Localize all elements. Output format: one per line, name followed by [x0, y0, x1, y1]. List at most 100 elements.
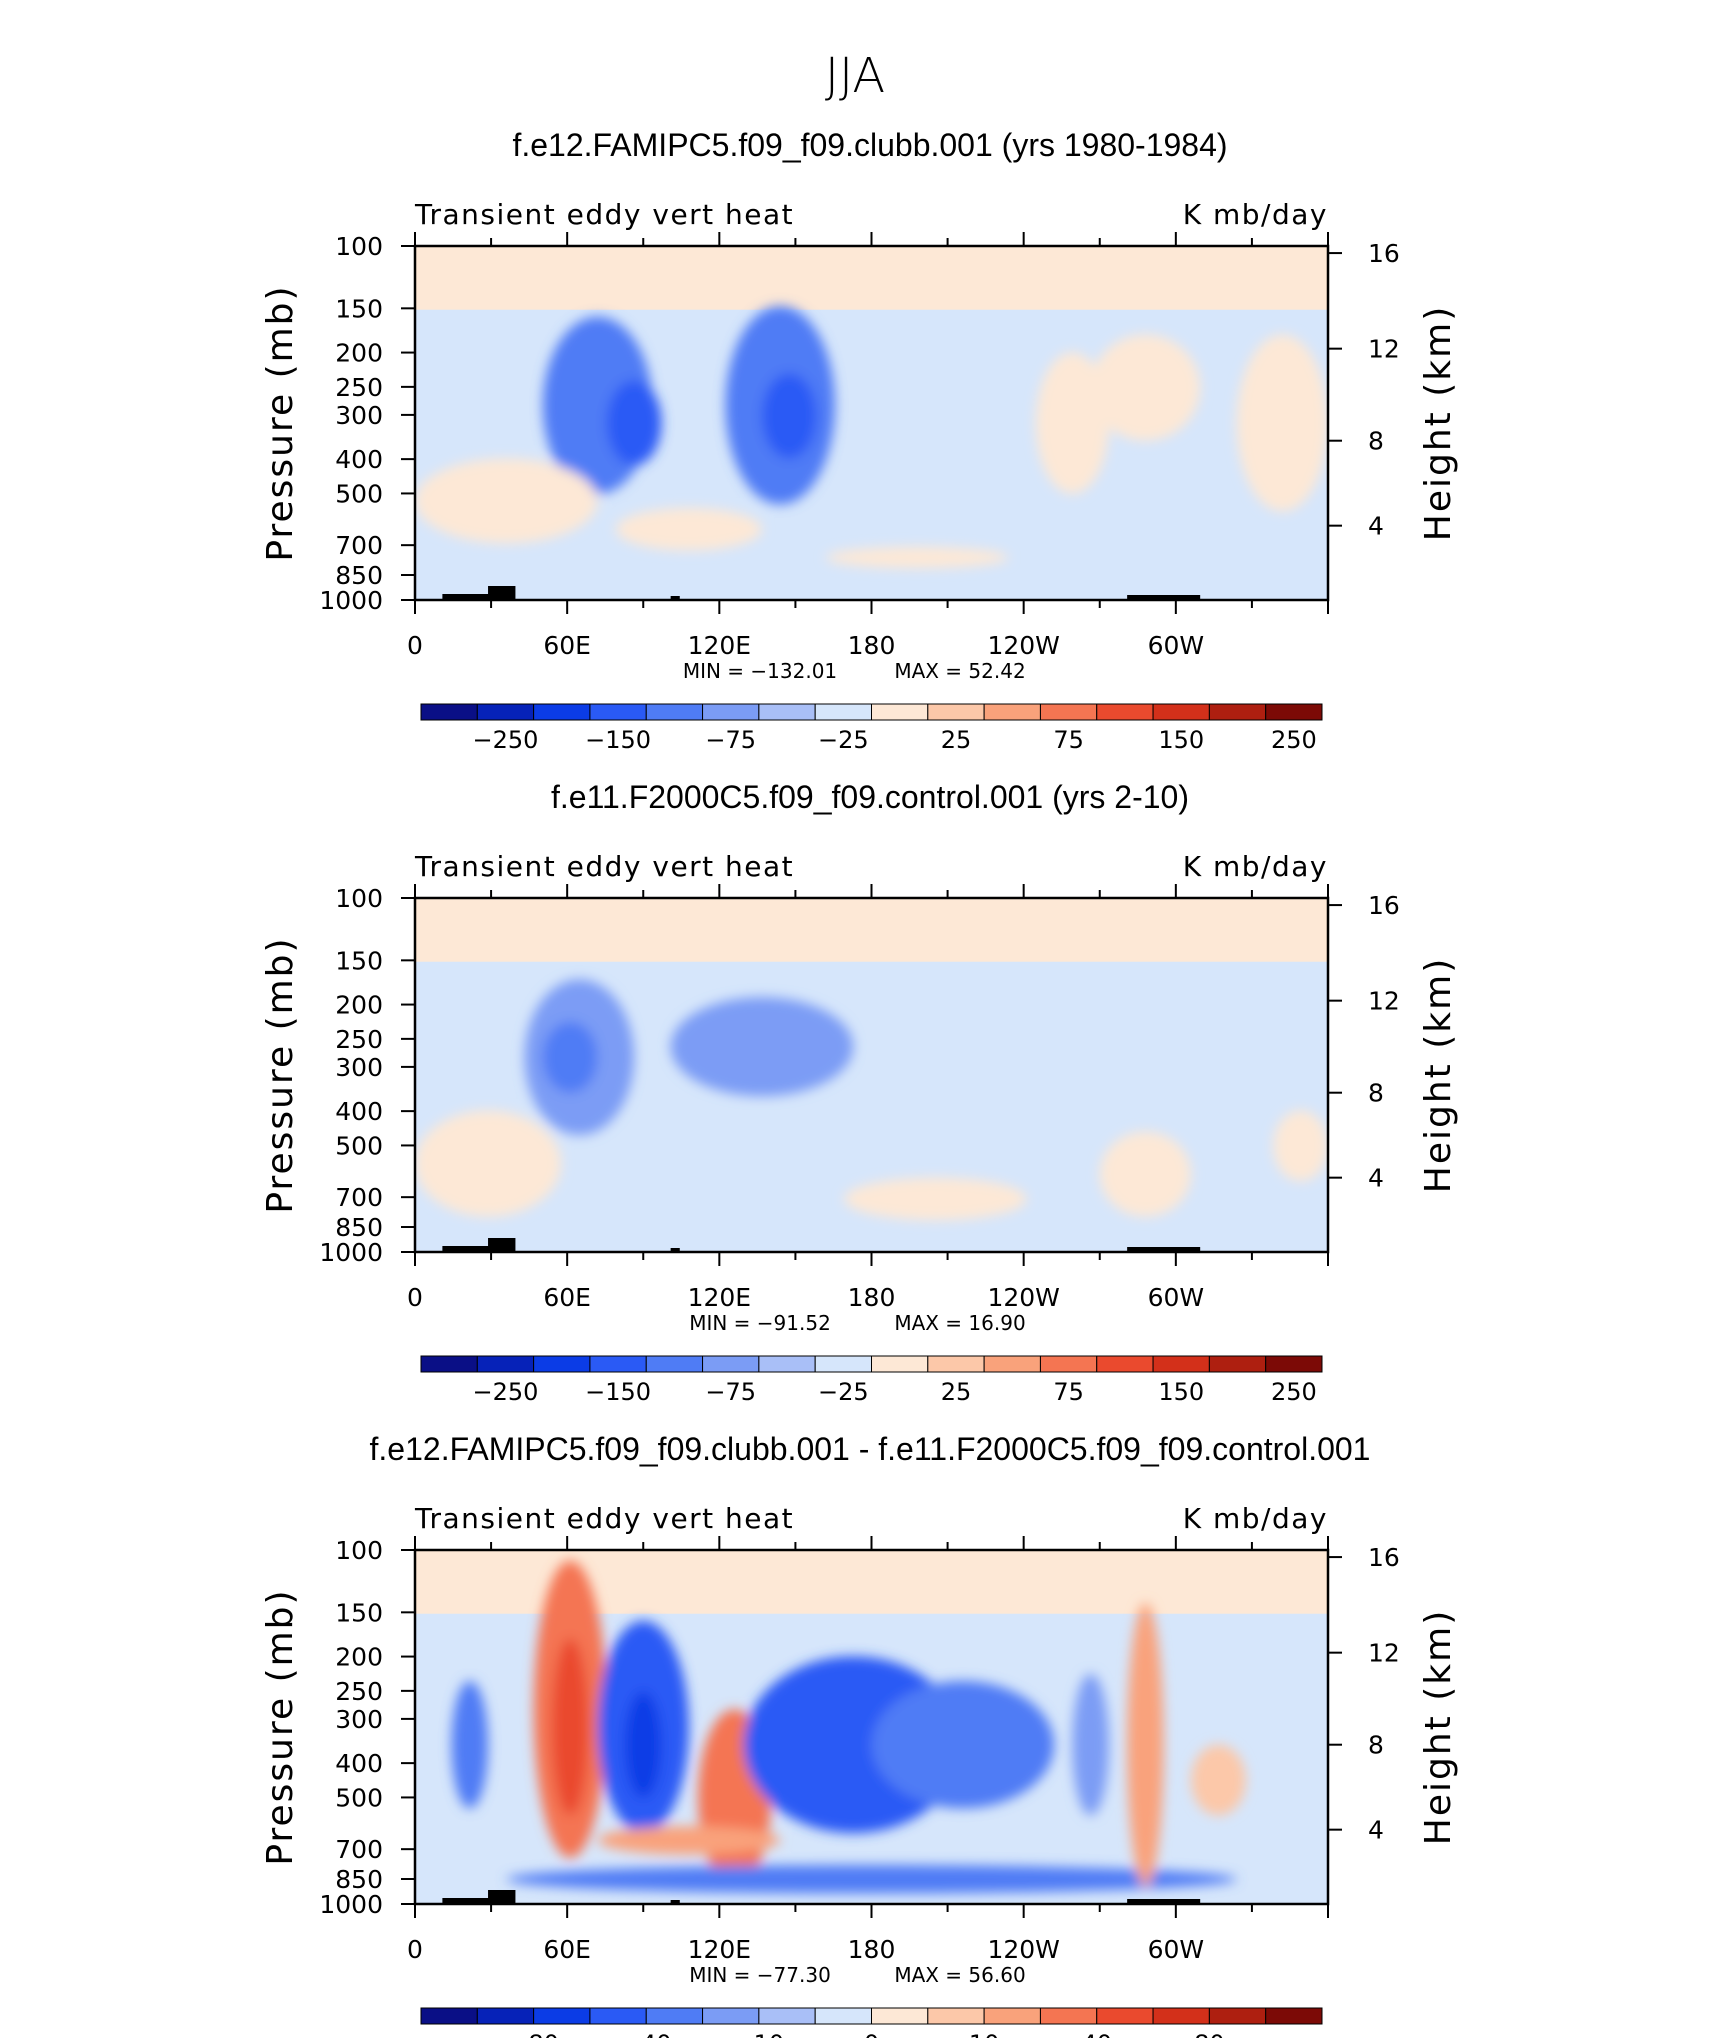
y-axis-label: Pressure (mb)	[260, 936, 301, 1213]
y-tick-label-right: 12	[1368, 1639, 1400, 1668]
contour-field	[415, 1550, 1328, 1904]
y-tick-label-right: 4	[1368, 1164, 1384, 1193]
colorbar-swatch	[927, 1355, 985, 1373]
topography-block	[442, 1246, 507, 1252]
colorbar-swatch	[645, 1355, 704, 1373]
colorbar-swatch	[1208, 1355, 1267, 1373]
field-region	[1099, 1131, 1192, 1217]
field-region	[615, 507, 762, 551]
field-region	[1035, 352, 1109, 494]
topography-block	[442, 594, 507, 600]
colorbar-swatch	[702, 1355, 760, 1373]
colorbar-swatch	[983, 2007, 1041, 2025]
contour-field	[415, 898, 1328, 1252]
units-label: K mb/day	[1183, 198, 1328, 231]
colorbar-swatch	[589, 2007, 647, 2025]
y-tick-label: 250	[335, 373, 383, 402]
y-tick-label-right: 8	[1368, 427, 1384, 456]
field-region	[606, 380, 662, 466]
field-region	[825, 546, 1009, 569]
colorbar-swatch	[871, 2007, 929, 2025]
colorbar-tick-label: −25	[818, 1378, 869, 1406]
colorbar-swatch	[983, 1355, 1041, 1373]
colorbar-tick-label: −75	[705, 1378, 756, 1406]
field-region	[506, 1865, 1237, 1894]
max-label: MAX = 16.90	[894, 1311, 1025, 1335]
units-label: K mb/day	[1183, 850, 1328, 883]
x-tick-label: 120E	[688, 631, 752, 660]
colorbar-swatch	[871, 703, 929, 721]
x-tick-label: 180	[848, 1935, 896, 1964]
colorbar-swatch	[927, 703, 985, 721]
colorbar-swatch	[758, 2007, 816, 2025]
units-label: K mb/day	[1183, 1502, 1328, 1535]
topography	[442, 1890, 1201, 1904]
variable-label: Transient eddy vert heat	[414, 198, 794, 231]
field-region	[597, 1826, 781, 1855]
y-tick-label-right: 16	[1368, 1543, 1400, 1572]
colorbar-tick-label: −150	[585, 1378, 651, 1406]
field-region	[670, 997, 854, 1097]
y-axis-label-right: Height (km)	[1418, 957, 1459, 1193]
x-tick-label: 120W	[987, 1283, 1059, 1312]
colorbar-swatch	[927, 2007, 985, 2025]
y-axis-label-right: Height (km)	[1418, 305, 1459, 541]
colorbar-swatch	[702, 703, 760, 721]
topography-block	[488, 586, 516, 600]
colorbar-swatch	[814, 2007, 872, 2025]
min-label: MIN = −91.52	[689, 1311, 831, 1335]
x-tick-label: 120E	[688, 1935, 752, 1964]
field-region	[1236, 334, 1328, 512]
colorbar-swatch	[1152, 2007, 1210, 2025]
colorbar-tick-label: −150	[585, 726, 651, 754]
y-tick-label: 400	[335, 445, 383, 474]
colorbar-swatch	[1265, 2007, 1323, 2025]
y-tick-label: 850	[335, 1865, 383, 1894]
colorbar-swatch	[533, 703, 591, 721]
colorbar-swatch	[1096, 1355, 1154, 1373]
colorbar-swatch	[533, 1355, 591, 1373]
topography-block	[442, 1898, 507, 1904]
colorbar-swatch	[1265, 1355, 1323, 1373]
colorbar-tick-label: −80	[508, 2030, 559, 2038]
colorbar-tick-label: 250	[1271, 726, 1317, 754]
y-tick-label: 700	[335, 531, 383, 560]
chart-panel-1: f.e12.FAMIPC5.f09_f09.clubb.001 (yrs 198…	[260, 127, 1459, 754]
field-region	[1072, 1673, 1109, 1816]
colorbar-swatch	[589, 703, 647, 721]
contour-field	[415, 246, 1328, 600]
colorbar-tick-label: 0	[864, 2030, 879, 2038]
y-tick-label: 150	[335, 1598, 383, 1627]
colorbar-swatch	[1039, 703, 1098, 721]
y-tick-label: 500	[335, 1783, 383, 1812]
y-tick-label: 200	[335, 339, 383, 368]
colorbar-tick-label: 25	[941, 726, 972, 754]
y-tick-label: 200	[335, 991, 383, 1020]
x-tick-label: 60E	[543, 631, 591, 660]
y-tick-label: 700	[335, 1183, 383, 1212]
x-tick-label: 180	[848, 631, 896, 660]
y-axis-label: Pressure (mb)	[260, 1588, 301, 1865]
field-region	[1127, 1603, 1164, 1887]
x-tick-label: 0	[407, 631, 423, 660]
field-region	[844, 1177, 1027, 1221]
max-label: MAX = 56.60	[894, 1963, 1025, 1987]
field-region	[415, 1110, 562, 1217]
x-tick-label: 0	[407, 1935, 423, 1964]
y-tick-label: 300	[335, 401, 383, 430]
y-tick-label: 100	[335, 884, 383, 913]
y-tick-label: 200	[335, 1643, 383, 1672]
min-label: MIN = −77.30	[689, 1963, 831, 1987]
y-tick-label: 500	[335, 1131, 383, 1160]
x-tick-label: 60E	[543, 1935, 591, 1964]
topography-block	[1127, 1247, 1201, 1252]
colorbar-swatch	[1152, 703, 1210, 721]
colorbar-tick-label: −40	[621, 2030, 672, 2038]
topography	[442, 1238, 1201, 1252]
topography-block	[488, 1238, 516, 1252]
y-tick-label-right: 8	[1368, 1731, 1384, 1760]
panel-title: f.e11.F2000C5.f09_f09.control.001 (yrs 2…	[551, 779, 1189, 815]
topography-block	[1127, 595, 1201, 600]
field-region	[1090, 334, 1201, 441]
y-tick-label: 400	[335, 1097, 383, 1126]
